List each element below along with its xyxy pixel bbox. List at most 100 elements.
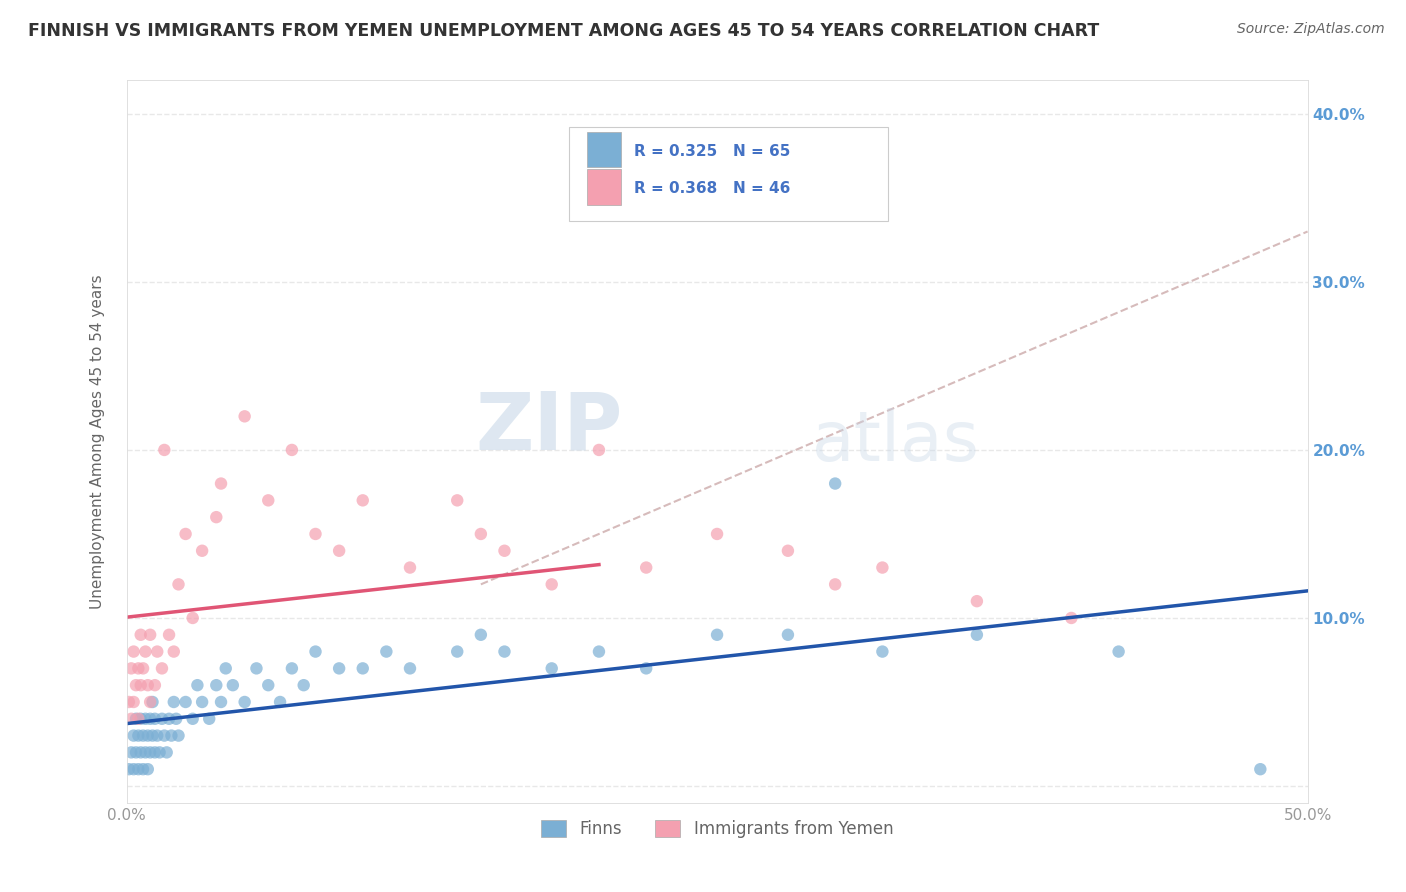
Point (304, 527, 326, 541)
Point (127, 729, 149, 743)
Point (1108, 644, 1130, 658)
Point (706, 628, 728, 642)
Point (163, 695, 186, 709)
Point (222, 678, 245, 692)
Point (446, 493, 468, 508)
Point (165, 712, 187, 726)
Point (141, 695, 163, 709)
Point (120, 712, 142, 726)
Point (136, 678, 159, 692)
FancyBboxPatch shape (588, 169, 621, 204)
Point (281, 661, 304, 675)
Point (134, 644, 156, 658)
Point (233, 695, 256, 709)
Point (776, 543, 799, 558)
Point (153, 729, 176, 743)
Point (139, 628, 162, 642)
Point (494, 543, 516, 558)
Point (209, 476, 232, 491)
Point (122, 762, 145, 776)
Point (125, 678, 148, 692)
Point (399, 661, 422, 675)
Point (375, 644, 398, 658)
Point (122, 695, 145, 709)
Point (129, 678, 152, 692)
Point (146, 729, 169, 743)
Point (205, 510, 228, 524)
Point (132, 762, 155, 776)
Text: Source: ZipAtlas.com: Source: ZipAtlas.com (1237, 22, 1385, 37)
Point (139, 695, 162, 709)
Point (470, 628, 492, 642)
Point (156, 745, 179, 759)
Point (157, 712, 180, 726)
Point (1249, 762, 1271, 776)
Point (245, 661, 267, 675)
Point (149, 745, 172, 759)
Point (257, 678, 280, 692)
Point (191, 695, 214, 709)
Point (120, 745, 142, 759)
Point (186, 678, 208, 692)
Point (139, 745, 162, 759)
Point (399, 560, 422, 574)
Point (136, 762, 159, 776)
Point (872, 560, 894, 574)
Point (129, 745, 152, 759)
Point (966, 628, 988, 642)
Text: atlas: atlas (811, 408, 980, 475)
Point (205, 678, 228, 692)
Point (160, 729, 183, 743)
Point (157, 628, 180, 642)
Point (174, 695, 197, 709)
Point (824, 476, 846, 491)
Point (125, 712, 148, 726)
Point (132, 729, 155, 743)
Point (132, 661, 155, 675)
Point (209, 695, 232, 709)
Point (118, 762, 141, 776)
Point (540, 661, 562, 675)
Point (141, 729, 163, 743)
Point (269, 695, 291, 709)
Point (143, 678, 166, 692)
Text: ZIP: ZIP (475, 388, 623, 467)
Point (198, 712, 221, 726)
Point (167, 729, 190, 743)
Point (872, 644, 894, 658)
Point (328, 661, 350, 675)
FancyBboxPatch shape (588, 132, 621, 167)
Point (706, 527, 728, 541)
Point (143, 712, 166, 726)
Text: R = 0.368   N = 46: R = 0.368 N = 46 (634, 181, 790, 196)
Point (215, 661, 238, 675)
Point (281, 442, 304, 457)
Point (167, 577, 190, 591)
Point (257, 493, 280, 508)
Point (352, 661, 374, 675)
Point (966, 594, 988, 608)
Point (129, 712, 152, 726)
Point (120, 661, 142, 675)
Point (127, 762, 149, 776)
Point (540, 577, 562, 591)
Point (181, 611, 204, 625)
Point (588, 442, 610, 457)
Point (181, 712, 204, 726)
Point (122, 729, 145, 743)
Point (118, 695, 141, 709)
Point (174, 527, 197, 541)
Point (636, 560, 658, 574)
Point (292, 678, 315, 692)
Point (328, 543, 350, 558)
Point (446, 644, 468, 658)
Point (191, 543, 214, 558)
Point (150, 661, 173, 675)
Point (127, 661, 149, 675)
Point (776, 628, 799, 642)
Legend: Finns, Immigrants from Yemen: Finns, Immigrants from Yemen (534, 814, 900, 845)
Point (143, 745, 166, 759)
Point (150, 712, 173, 726)
Point (233, 409, 256, 424)
Point (1060, 611, 1083, 625)
